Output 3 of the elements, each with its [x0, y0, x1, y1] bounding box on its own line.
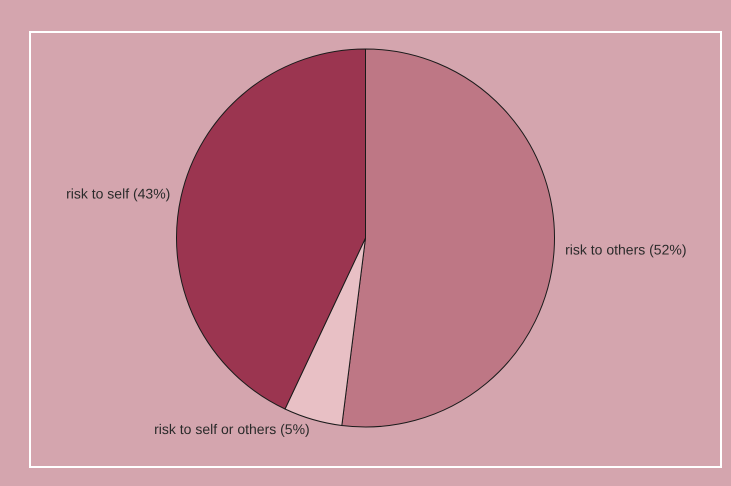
- slice-label: risk to others (52%): [565, 242, 686, 258]
- slice-label: risk to self (43%): [66, 185, 170, 202]
- slice-label: risk to self or others (5%): [154, 421, 310, 438]
